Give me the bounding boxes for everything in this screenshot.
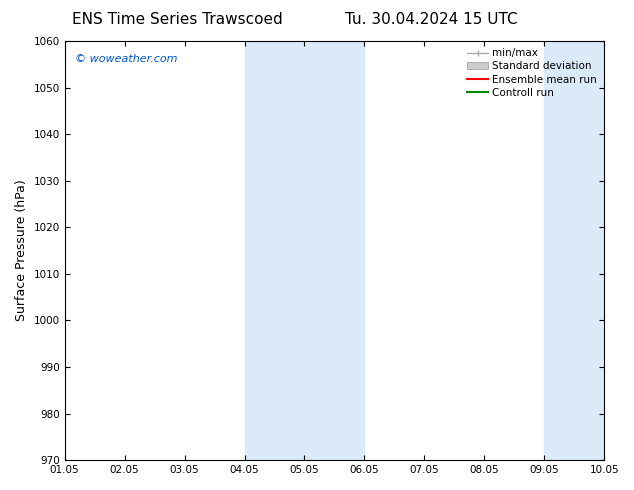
Bar bbox=[544, 41, 604, 460]
Legend: min/max, Standard deviation, Ensemble mean run, Controll run: min/max, Standard deviation, Ensemble me… bbox=[463, 44, 601, 102]
Text: ENS Time Series Trawscoed: ENS Time Series Trawscoed bbox=[72, 12, 283, 27]
Bar bbox=[245, 41, 365, 460]
Y-axis label: Surface Pressure (hPa): Surface Pressure (hPa) bbox=[15, 180, 28, 321]
Text: Tu. 30.04.2024 15 UTC: Tu. 30.04.2024 15 UTC bbox=[345, 12, 517, 27]
Text: © woweather.com: © woweather.com bbox=[75, 53, 178, 64]
